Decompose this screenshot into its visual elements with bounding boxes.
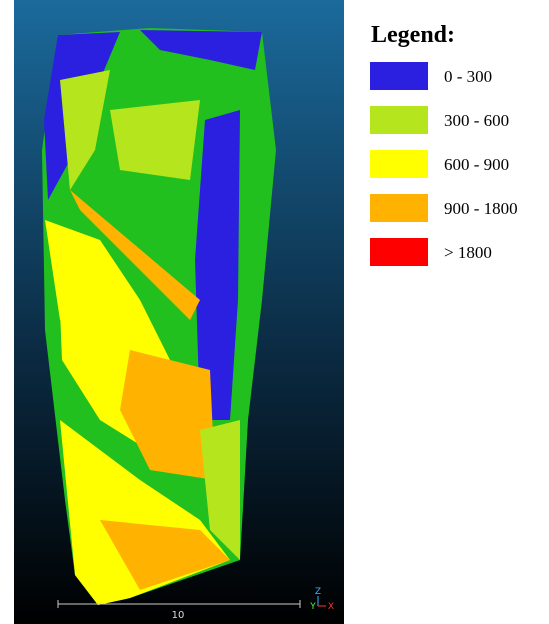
- legend-label: 600 - 900: [444, 155, 509, 174]
- legend-label: 900 - 1800: [444, 199, 518, 218]
- z-axis-label: Z: [315, 587, 321, 597]
- legend-label: > 1800: [444, 243, 492, 262]
- scale-bar-label: 10: [172, 610, 185, 621]
- legend-swatch: [370, 106, 428, 134]
- legend-label: 0 - 300: [444, 67, 492, 86]
- legend-title: Legend:: [371, 22, 455, 48]
- page: 10 Z Y X Legend: 0 - 300 300 - 600 600 - 9…: [0, 0, 549, 624]
- screenshot: 10 Z Y X Legend: 0 - 300 300 - 600 600 - 9…: [0, 0, 549, 624]
- legend: Legend: 0 - 300 300 - 600 600 - 900 900 - 1…: [370, 22, 518, 266]
- legend-label: 300 - 600: [444, 111, 509, 130]
- legend-swatch: [370, 62, 428, 90]
- legend-swatch: [370, 194, 428, 222]
- legend-swatch: [370, 150, 428, 178]
- y-axis-label: Y: [309, 602, 316, 612]
- viewer: 10 Z Y X: [14, 0, 344, 624]
- x-axis-label: X: [328, 602, 334, 612]
- point-cloud: [42, 28, 276, 605]
- legend-swatch: [370, 238, 428, 266]
